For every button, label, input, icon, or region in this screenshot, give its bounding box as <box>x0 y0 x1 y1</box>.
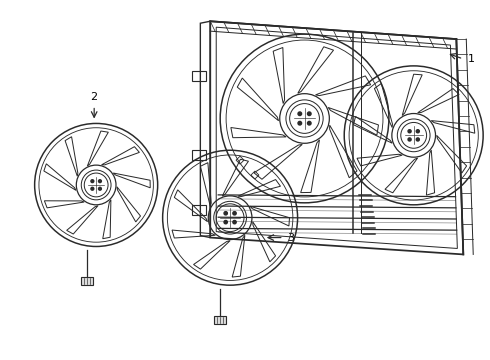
Circle shape <box>233 220 236 224</box>
Circle shape <box>308 112 311 116</box>
Circle shape <box>98 187 101 190</box>
Circle shape <box>298 112 301 116</box>
Bar <box>193 71 206 81</box>
Bar <box>81 277 93 285</box>
Circle shape <box>416 130 419 133</box>
Circle shape <box>224 220 227 224</box>
Circle shape <box>298 121 301 125</box>
Circle shape <box>91 180 94 183</box>
Text: 3: 3 <box>288 233 294 243</box>
Circle shape <box>224 212 227 215</box>
Circle shape <box>408 138 411 141</box>
Circle shape <box>408 130 411 133</box>
Text: 2: 2 <box>91 91 98 102</box>
Text: 1: 1 <box>468 54 475 64</box>
Circle shape <box>308 121 311 125</box>
Circle shape <box>233 212 236 215</box>
Circle shape <box>98 180 101 183</box>
Bar <box>193 205 206 215</box>
Bar <box>193 150 206 160</box>
Bar <box>214 316 226 324</box>
Circle shape <box>416 138 419 141</box>
Circle shape <box>91 187 94 190</box>
